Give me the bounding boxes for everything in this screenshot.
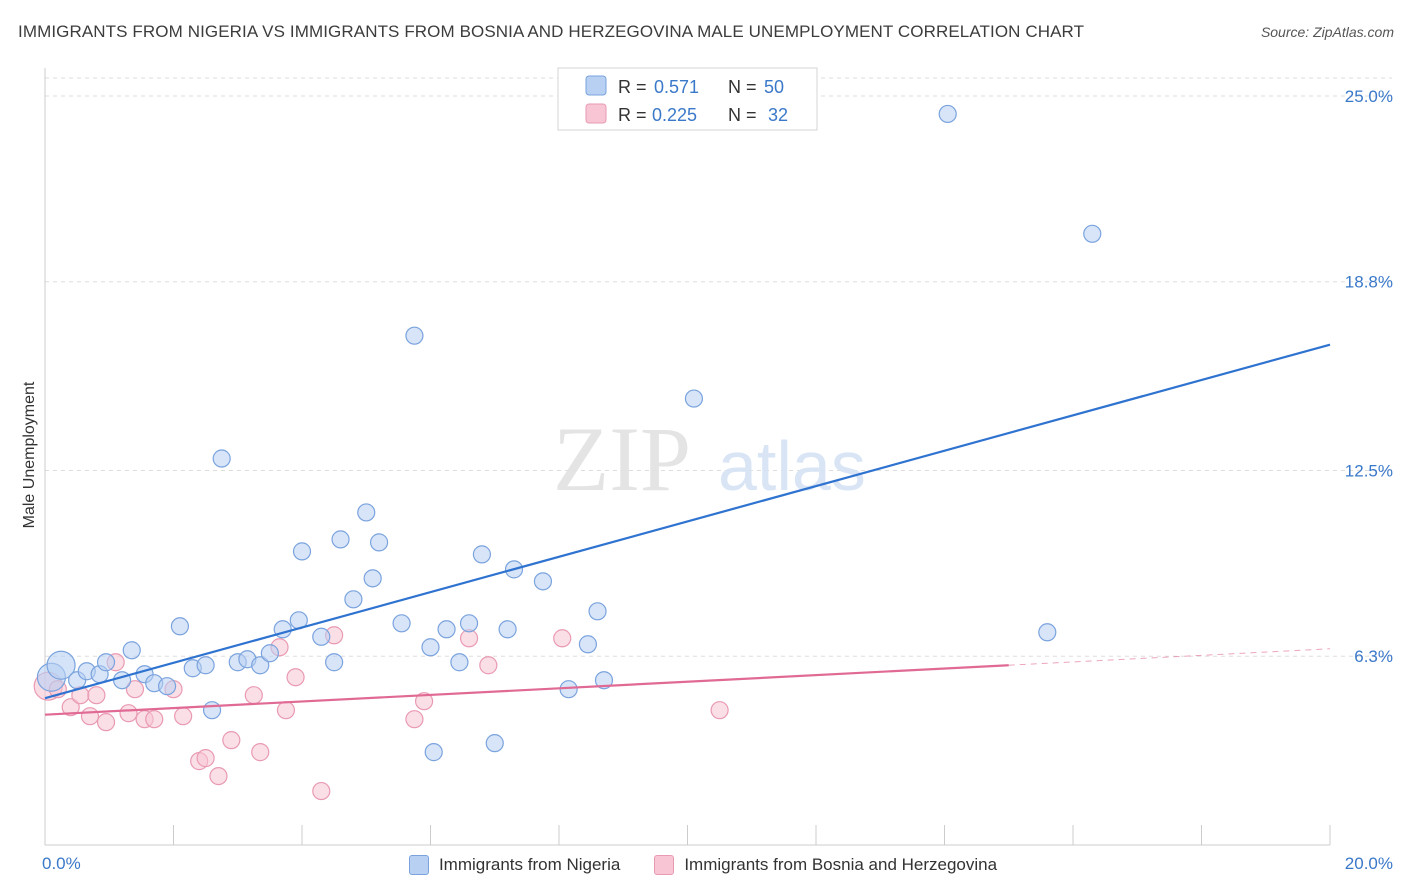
data-point-bosnia <box>145 710 164 729</box>
watermark-zip: ZIP <box>553 408 691 510</box>
legend-r-value-1: 0.571 <box>654 77 699 97</box>
legend-swatch-bosnia <box>585 103 607 124</box>
legend-r-value-2: 0.225 <box>652 105 697 125</box>
legend-r-label-1: R = <box>618 77 647 97</box>
series-legend: Immigrants from Nigeria Immigrants from … <box>0 852 1406 878</box>
data-point-nigeria <box>450 653 469 672</box>
data-point-nigeria <box>424 743 443 762</box>
data-point-nigeria <box>459 614 479 633</box>
axes <box>44 68 1331 846</box>
data-point-nigeria <box>363 569 382 588</box>
stats-legend: R = 0.571 N = 50 R = 0.225 N = 32 <box>557 67 818 131</box>
data-point-nigeria <box>312 627 331 646</box>
data-point-bosnia <box>196 749 215 768</box>
watermark: ZIP atlas <box>553 408 866 510</box>
data-point-nigeria <box>122 641 141 660</box>
data-point-nigeria <box>46 650 76 680</box>
data-point-nigeria <box>157 677 177 696</box>
source-label: Source: ZipAtlas.com <box>1260 24 1394 40</box>
legend-swatch-nigeria-bottom <box>408 855 429 875</box>
data-point-nigeria <box>196 656 215 675</box>
data-point-bosnia <box>479 656 498 675</box>
series-bosnia-points <box>33 626 729 801</box>
data-point-nigeria <box>684 389 704 408</box>
legend-n-label-1: N = <box>728 77 757 97</box>
legend-label-nigeria: Immigrants from Nigeria <box>438 855 621 874</box>
data-point-nigeria <box>472 545 491 564</box>
y-tick-label: 18.8% <box>1345 273 1393 292</box>
data-point-nigeria <box>331 530 350 549</box>
data-point-nigeria <box>594 671 614 690</box>
legend-r-label-2: R = <box>618 105 647 125</box>
data-point-nigeria <box>498 620 517 639</box>
data-point-bosnia <box>222 731 241 750</box>
series-nigeria-points <box>36 104 1102 762</box>
data-point-nigeria <box>357 503 376 522</box>
data-point-bosnia <box>87 686 106 705</box>
data-point-nigeria <box>588 602 607 621</box>
data-point-nigeria <box>1038 623 1057 642</box>
data-point-nigeria <box>485 734 504 753</box>
y-tick-labels: 6.3% 12.5% 18.8% 25.0% <box>1345 87 1393 666</box>
data-point-bosnia <box>251 743 270 762</box>
data-point-bosnia <box>405 710 424 729</box>
data-point-bosnia <box>414 692 434 711</box>
legend-swatch-nigeria <box>585 75 607 96</box>
data-point-nigeria <box>251 656 270 675</box>
trend-lines <box>44 343 1331 716</box>
data-point-nigeria <box>260 644 279 663</box>
chart-title: IMMIGRANTS FROM NIGERIA VS IMMIGRANTS FR… <box>18 22 1085 41</box>
data-point-nigeria <box>938 104 957 124</box>
trend-line-bosnia <box>44 664 1009 716</box>
data-point-bosnia <box>96 713 116 732</box>
data-point-nigeria <box>405 326 424 345</box>
data-point-bosnia <box>276 701 296 720</box>
data-point-bosnia <box>553 629 572 648</box>
data-point-nigeria <box>212 449 231 468</box>
data-point-nigeria <box>292 542 312 561</box>
data-point-nigeria <box>392 614 411 633</box>
legend-label-bosnia: Immigrants from Bosnia and Herzegovina <box>684 855 998 874</box>
legend-item-nigeria[interactable]: Immigrants from Nigeria <box>408 855 621 875</box>
data-point-bosnia <box>209 766 228 786</box>
data-point-bosnia <box>710 701 729 720</box>
legend-n-label-2: N = <box>728 105 757 125</box>
data-point-nigeria <box>533 572 553 591</box>
data-point-nigeria <box>437 620 456 639</box>
legend-item-bosnia[interactable]: Immigrants from Bosnia and Herzegovina <box>654 855 997 875</box>
data-point-nigeria <box>325 653 344 672</box>
data-point-bosnia <box>125 680 145 699</box>
legend-n-value-1: 50 <box>764 77 784 97</box>
data-point-nigeria <box>578 635 598 654</box>
y-axis-label: Male Unemployment <box>21 381 38 528</box>
data-point-nigeria <box>421 638 440 657</box>
data-point-nigeria <box>344 590 363 609</box>
gridlines <box>45 77 1392 657</box>
legend-n-value-2: 32 <box>768 105 788 125</box>
data-point-bosnia <box>286 668 305 687</box>
data-point-bosnia <box>312 781 331 801</box>
x-tick-labels: 0.0% 20.0% <box>42 854 1393 873</box>
data-point-bosnia <box>244 686 263 705</box>
trend-line-bosnia-extension <box>1008 648 1331 666</box>
data-point-nigeria <box>170 617 190 636</box>
data-point-nigeria <box>96 653 116 672</box>
data-point-bosnia <box>174 707 193 726</box>
y-tick-label: 6.3% <box>1354 647 1393 666</box>
data-point-bosnia <box>80 707 100 726</box>
data-point-bosnia <box>61 698 80 717</box>
legend-swatch-bosnia-bottom <box>654 855 675 875</box>
data-point-bosnia <box>119 704 138 723</box>
x-tick-label-min: 0.0% <box>42 854 81 873</box>
data-point-nigeria <box>202 701 222 720</box>
x-tick-label-max: 20.0% <box>1345 854 1393 873</box>
data-point-nigeria <box>1083 224 1102 243</box>
y-tick-label: 12.5% <box>1345 461 1393 480</box>
y-tick-label: 25.0% <box>1345 87 1393 106</box>
data-point-nigeria <box>370 533 389 552</box>
trend-line-nigeria <box>44 343 1331 700</box>
